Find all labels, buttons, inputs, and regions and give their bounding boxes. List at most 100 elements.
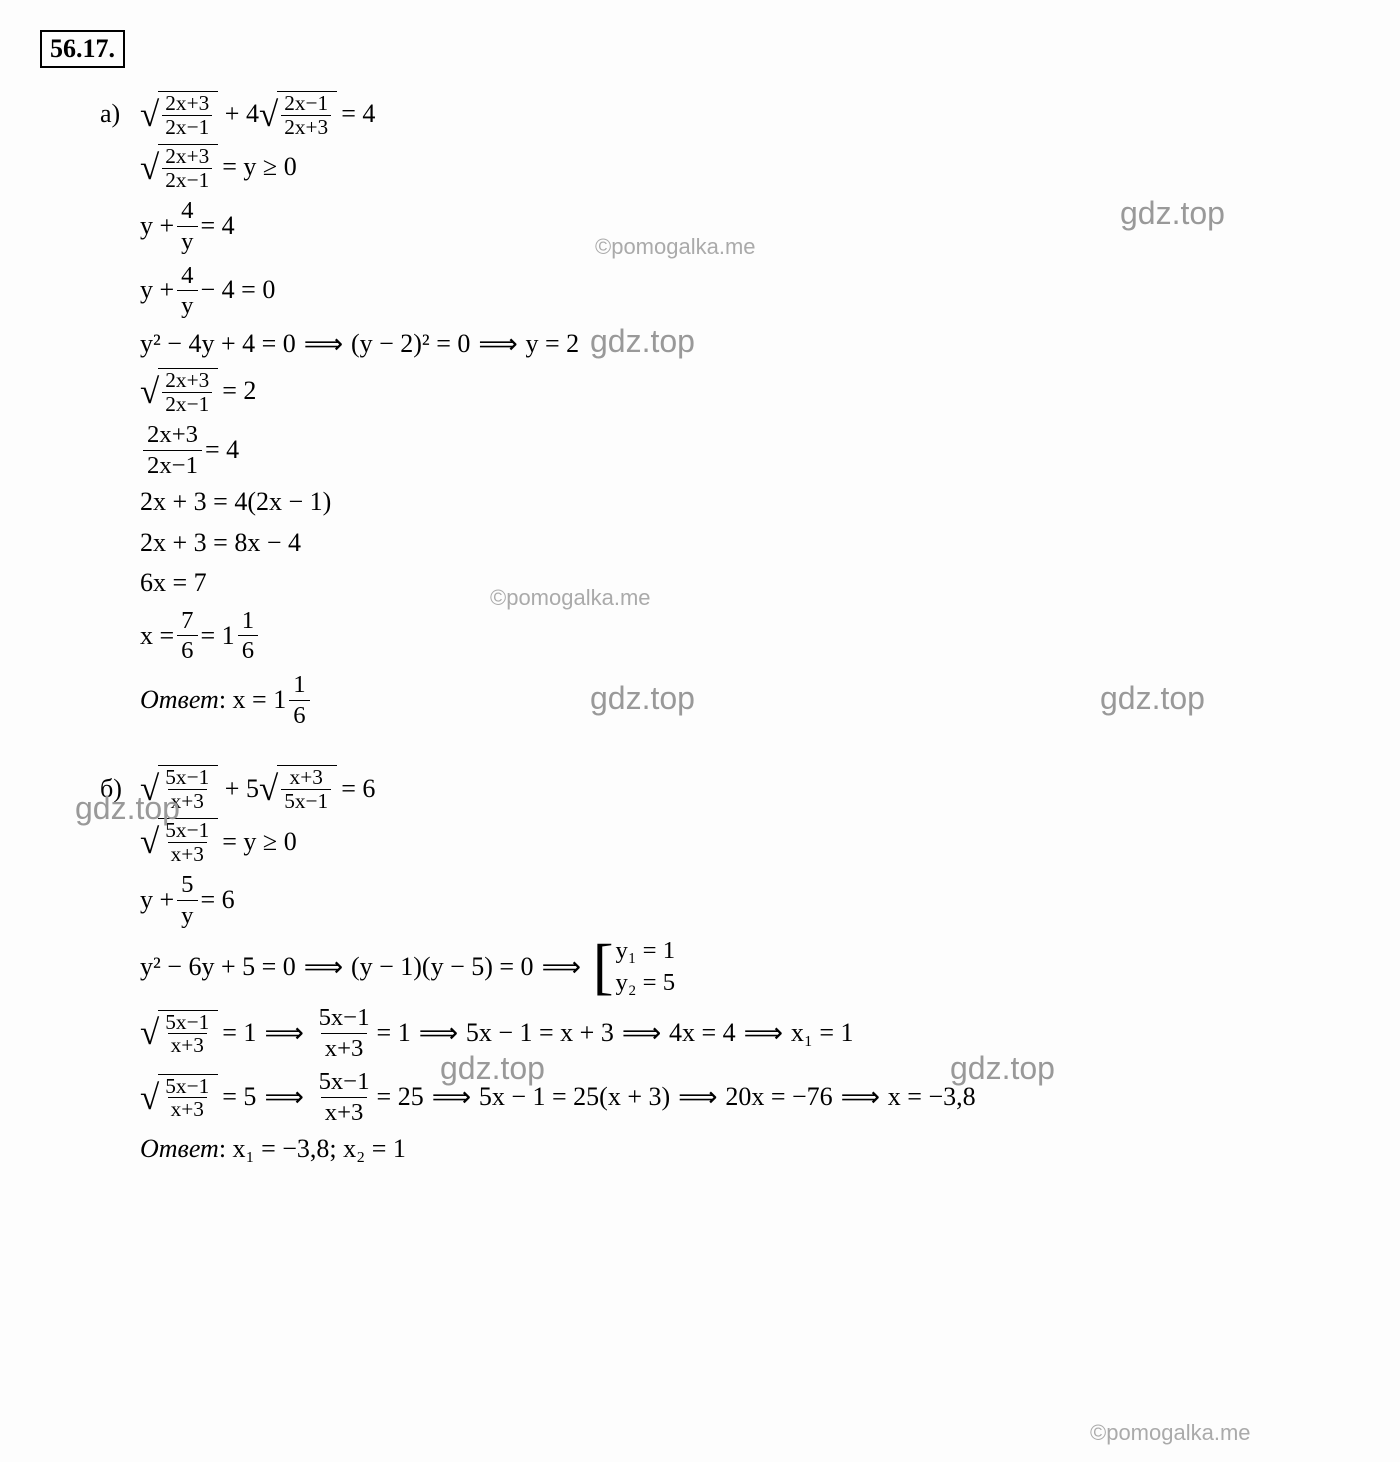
frac-den: 2x−1 — [143, 450, 202, 481]
frac-num: 4 — [177, 196, 197, 226]
rhs: = 4 — [201, 208, 235, 244]
sqrt-a2: √ 2x−12x+3 — [259, 90, 337, 139]
sqrt-l3: √ 5x−1x+3 — [140, 1008, 218, 1057]
frac-den: 5x−1 — [281, 789, 331, 812]
sys-line: y₂ = 5 — [615, 967, 675, 999]
coef: 4 — [246, 96, 259, 132]
rhs: = 6 — [201, 882, 235, 918]
l3c: 5x − 1 = x + 3 — [466, 1015, 614, 1051]
frac-den: x+3 — [321, 1033, 368, 1064]
frhs: = 25 — [377, 1079, 424, 1115]
answer-text: : x₁ = −3,8; x₂ = 1 — [219, 1131, 406, 1167]
sqrt-sub-a: √ 2x+32x−1 — [140, 143, 218, 192]
watermark-text: gdz.top — [590, 323, 695, 360]
arrow-icon: ⟹ — [304, 325, 343, 363]
pre: y + — [140, 208, 174, 244]
sub-rhs: = y ≥ 0 — [222, 824, 296, 860]
watermark-text: gdz.top — [1120, 195, 1225, 232]
frac-den: 6 — [289, 700, 309, 731]
arrow-icon: ⟹ — [478, 325, 517, 363]
problem-number: 56.17. — [40, 30, 125, 68]
pre: y + — [140, 882, 174, 918]
frac-num: 1 — [238, 606, 258, 636]
frac-den: x+3 — [168, 1097, 207, 1120]
arrow-icon: ⟹ — [622, 1014, 661, 1052]
frac-den: y — [177, 226, 197, 257]
frac-den: 6 — [177, 635, 197, 666]
watermark-text: gdz.top — [590, 680, 695, 717]
pre: x = — [140, 618, 174, 654]
l6: 2x + 3 = 4(2x − 1) — [140, 484, 1360, 520]
answer-label: Ответ — [140, 682, 219, 718]
rhs: = 4 — [341, 96, 375, 132]
l3c: y = 2 — [526, 326, 580, 362]
coef: 5 — [246, 771, 259, 807]
arrow-icon: ⟹ — [264, 1014, 303, 1052]
frac-num: 5x−1 — [162, 1011, 212, 1033]
arrow-icon: ⟹ — [678, 1078, 717, 1116]
frac-num: x+3 — [287, 766, 326, 788]
arrow-icon: ⟹ — [304, 948, 343, 986]
frac-den: y — [177, 290, 197, 321]
part-letter-a: а) — [100, 96, 140, 132]
l4d: 20x = −76 — [725, 1079, 832, 1115]
rhs: − 4 = 0 — [201, 272, 276, 308]
part-a: а) √ 2x+32x−1 + 4 √ 2x−12x+3 = 4 √ 2x+32… — [100, 90, 1360, 730]
arrow-icon: ⟹ — [841, 1078, 880, 1116]
frac-num: 5x−1 — [162, 766, 212, 788]
l3e: x₁ = 1 — [791, 1015, 854, 1051]
frac-num: 2x+3 — [143, 420, 202, 450]
arrow-icon: ⟹ — [542, 948, 581, 986]
sqrt-l4: √ 5x−1x+3 — [140, 1073, 218, 1122]
watermark-text: gdz.top — [950, 1050, 1055, 1087]
frac-den: 2x−1 — [162, 115, 212, 138]
arrow-icon: ⟹ — [744, 1014, 783, 1052]
l2a: y² − 6y + 5 = 0 — [140, 949, 296, 985]
watermark-text: gdz.top — [440, 1050, 545, 1087]
frac-num: 5x−1 — [315, 1003, 374, 1033]
arrow-icon: ⟹ — [264, 1078, 303, 1116]
part-b: б) √ 5x−1x+3 + 5 √ x+35x−1 = 6 √ 5x−1x+3… — [100, 764, 1360, 1168]
arrow-icon: ⟹ — [419, 1014, 458, 1052]
answer-label: Ответ — [140, 1131, 219, 1167]
watermark-text: gdz.top — [1100, 680, 1205, 717]
l2b: (y − 1)(y − 5) = 0 — [351, 949, 534, 985]
answer-pre: : x = 1 — [219, 682, 286, 718]
l3b: (y − 2)² = 0 — [351, 326, 470, 362]
frac-num: 5x−1 — [315, 1067, 374, 1097]
l8: 6x = 7 — [140, 565, 1360, 601]
l3a: y² − 4y + 4 = 0 — [140, 326, 296, 362]
pre: y + — [140, 272, 174, 308]
frac-den: 6 — [238, 635, 258, 666]
watermark-text: ©pomogalka.me — [595, 234, 756, 260]
frac-den: 2x+3 — [281, 115, 331, 138]
watermark-text: ©pomogalka.me — [1090, 1420, 1251, 1446]
eq: = 1 — [201, 618, 235, 654]
rhs: = 4 — [205, 432, 239, 468]
frac-num: 2x+3 — [162, 145, 212, 167]
frac-num: 4 — [177, 261, 197, 291]
srhs: = 1 — [222, 1015, 256, 1051]
sub-rhs: = y ≥ 0 — [222, 149, 296, 185]
sqrt-a1: √ 2x+32x−1 — [140, 90, 218, 139]
frac-num: 5x−1 — [162, 1075, 212, 1097]
frac-num: 2x+3 — [162, 369, 212, 391]
watermark-text: ©pomogalka.me — [490, 585, 651, 611]
watermark-text: gdz.top — [75, 790, 180, 827]
frac-den: 2x−1 — [162, 168, 212, 191]
frac-den: x+3 — [168, 842, 207, 865]
rhs: = 2 — [222, 373, 256, 409]
sys-line: y₁ = 1 — [615, 935, 675, 967]
frac-num: 1 — [289, 670, 309, 700]
l3d: 4x = 4 — [669, 1015, 736, 1051]
l7: 2x + 3 = 8x − 4 — [140, 525, 1360, 561]
frac-num: 2x−1 — [281, 92, 331, 114]
srhs: = 5 — [222, 1079, 256, 1115]
frac-den: x+3 — [168, 1033, 207, 1056]
frac-num: 7 — [177, 606, 197, 636]
sqrt-b2: √ x+35x−1 — [259, 764, 337, 813]
frac-num: 5 — [177, 870, 197, 900]
plus: + — [218, 96, 246, 132]
sqrt-l4: √ 2x+32x−1 — [140, 367, 218, 416]
system-bracket: [ y₁ = 1 y₂ = 5 — [593, 935, 675, 999]
